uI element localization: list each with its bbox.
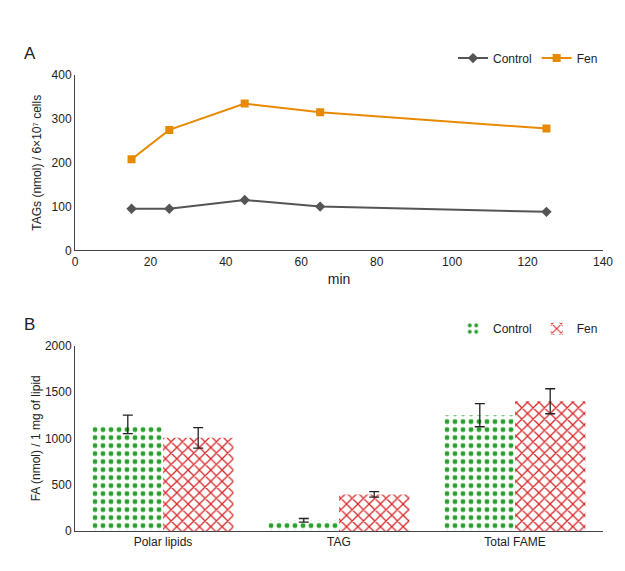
svg-text:Control: Control	[493, 52, 532, 66]
svg-text:Polar lipids: Polar lipids	[134, 535, 193, 549]
svg-text:200: 200	[52, 156, 72, 170]
svg-text:500: 500	[52, 478, 72, 492]
svg-text:B: B	[24, 315, 35, 334]
svg-text:TAG: TAG	[327, 535, 351, 549]
svg-text:0: 0	[65, 244, 72, 258]
svg-text:Total FAME: Total FAME	[484, 535, 545, 549]
svg-text:140: 140	[593, 255, 613, 269]
svg-text:TAGs (nmol) / 6×10⁷ cells: TAGs (nmol) / 6×10⁷ cells	[30, 95, 44, 231]
svg-text:Control: Control	[493, 322, 532, 336]
svg-text:0: 0	[72, 255, 79, 269]
svg-text:A: A	[24, 44, 36, 63]
svg-text:40: 40	[219, 255, 233, 269]
svg-text:100: 100	[442, 255, 462, 269]
svg-text:400: 400	[52, 68, 72, 82]
svg-text:Fen: Fen	[577, 52, 598, 66]
svg-text:80: 80	[370, 255, 384, 269]
svg-text:2000: 2000	[45, 339, 72, 353]
svg-text:60: 60	[295, 255, 309, 269]
svg-text:20: 20	[144, 255, 158, 269]
svg-text:FA (nmol) / 1 mg of lipid: FA (nmol) / 1 mg of lipid	[29, 375, 43, 501]
svg-text:120: 120	[518, 255, 538, 269]
svg-text:100: 100	[52, 200, 72, 214]
svg-text:0: 0	[65, 524, 72, 538]
svg-text:min: min	[328, 271, 351, 287]
svg-text:1000: 1000	[45, 432, 72, 446]
svg-text:300: 300	[52, 112, 72, 126]
svg-text:1500: 1500	[45, 385, 72, 399]
svg-text:Fen: Fen	[577, 322, 598, 336]
